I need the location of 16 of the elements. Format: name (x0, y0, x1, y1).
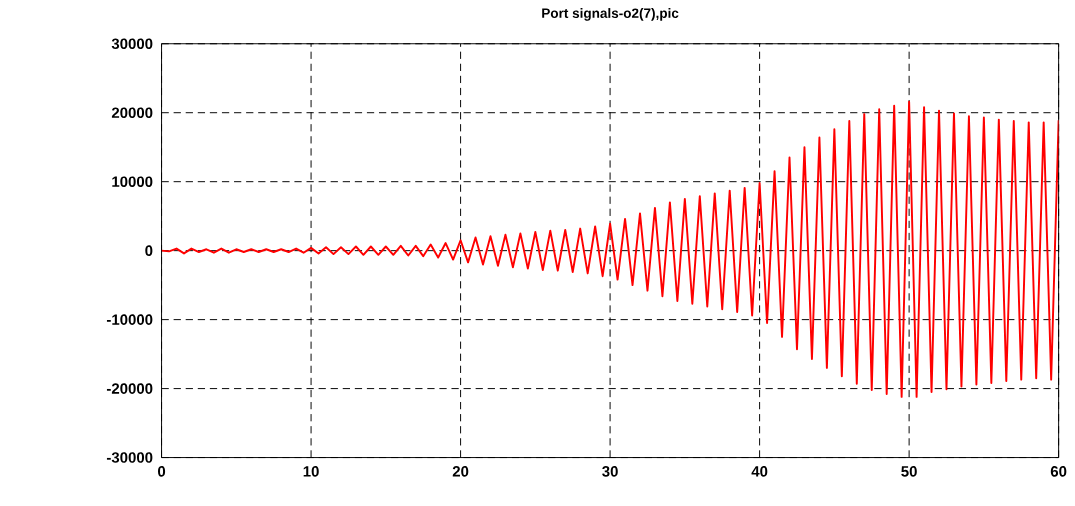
chart-title: Port signals-o2(7),pic (542, 8, 679, 21)
y-tick-label: 10000 (112, 176, 153, 188)
y-tick-label: 30000 (111, 38, 153, 50)
line-series (161, 100, 1059, 398)
y-tick-label: 20000 (111, 107, 153, 119)
y-tick-label: -10000 (106, 314, 153, 326)
y-tick-label: -20000 (106, 383, 153, 395)
y-tick-label: -30000 (106, 452, 153, 464)
x-tick-label: 50 (901, 466, 917, 477)
x-tick-label: 40 (751, 466, 768, 477)
x-tick-label: 0 (158, 466, 166, 477)
y-tick-label: 0 (145, 245, 153, 257)
x-tick-label: 10 (303, 466, 319, 477)
x-tick-label: 30 (602, 466, 618, 477)
x-tick-label: 20 (452, 466, 469, 477)
x-tick-label: 60 (1050, 466, 1067, 477)
